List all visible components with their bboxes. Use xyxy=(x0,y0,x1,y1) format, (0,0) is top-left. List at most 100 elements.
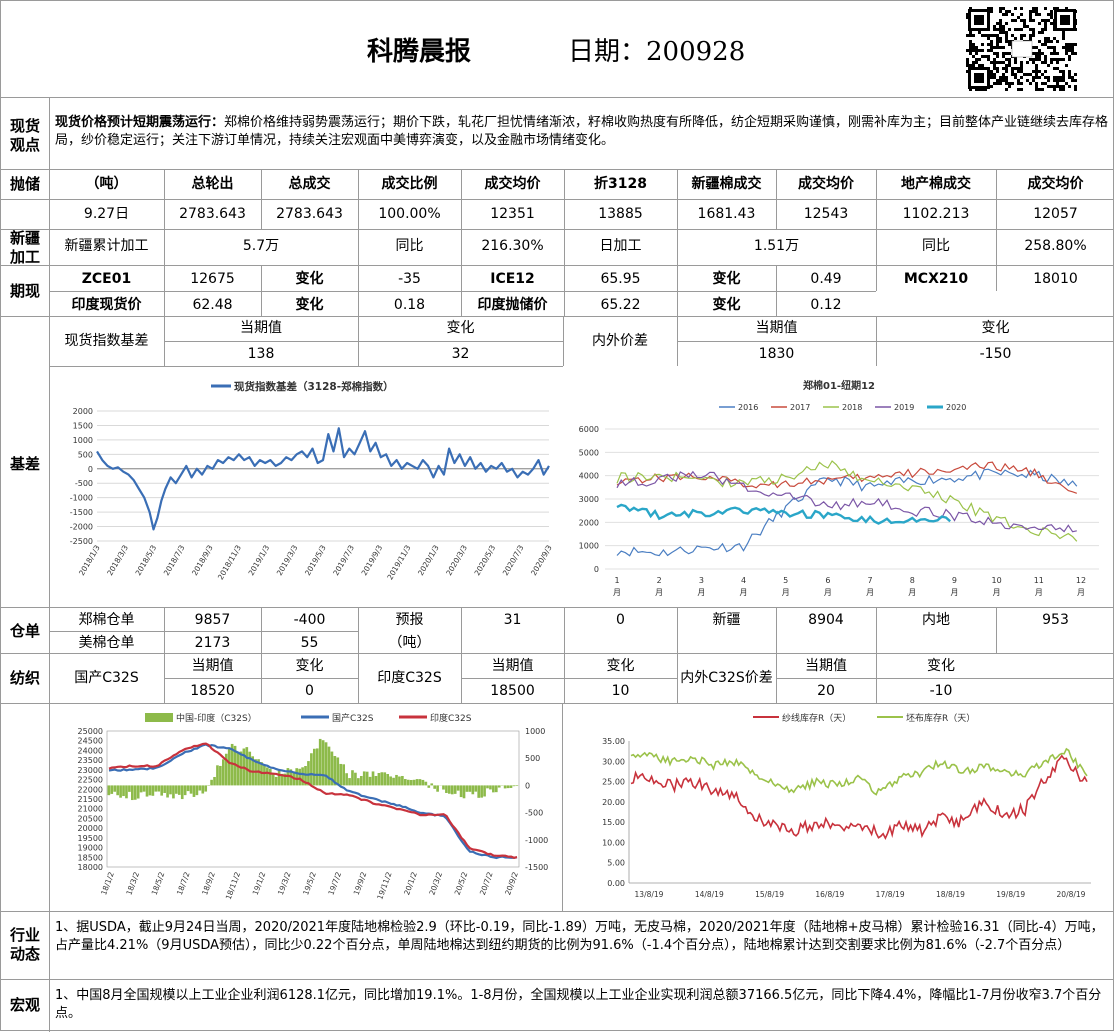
diff-bar xyxy=(237,753,240,786)
diff-bar xyxy=(474,785,477,791)
basis-chg-label: 变化 xyxy=(358,321,563,335)
x-tick-label: 2020/7/3 xyxy=(501,543,526,577)
wh-xj-value: 8904 xyxy=(776,613,876,627)
x-tick-label: 8 xyxy=(910,576,915,585)
diff-bar xyxy=(187,785,190,791)
x-tick-unit: 月 xyxy=(655,588,663,597)
diff-bar xyxy=(422,780,425,785)
x-tick-unit: 月 xyxy=(993,588,1001,597)
diff-bar xyxy=(401,776,404,785)
y-right-tick-label: 0 xyxy=(525,781,530,790)
diff-bar xyxy=(469,785,472,791)
xj-cum-value: 5.7万 xyxy=(164,239,358,253)
y-tick-label: 0 xyxy=(88,465,93,474)
diff-bar xyxy=(140,785,143,792)
basis-cur-label-2: 当期值 xyxy=(677,321,876,335)
yarn-price-chart: 2500024500240002350023000225002200021500… xyxy=(53,707,559,907)
y-right-tick-label: -1000 xyxy=(525,836,548,845)
y-tick-label: 10.00 xyxy=(602,838,625,847)
qr-code-icon xyxy=(966,7,1078,91)
x-tick-label: 2018/7/3 xyxy=(162,543,187,577)
y-left-tick-label: 24000 xyxy=(78,746,103,755)
diff-bar xyxy=(392,778,395,786)
diff-bar xyxy=(128,785,131,791)
diff-bar xyxy=(366,772,369,786)
section-textile-label: 纺织 xyxy=(1,669,49,688)
x-tick-label: 20/1/2 xyxy=(402,870,419,896)
basis-spot-index-label: 现货指数基差 xyxy=(49,334,164,348)
futures-row1-cell-0: ZCE01 xyxy=(49,272,164,286)
wh-forecast-change: 0 xyxy=(564,613,677,627)
diff-bar xyxy=(457,785,460,790)
diff-bar xyxy=(322,740,325,785)
series-line-2018 xyxy=(617,461,1077,541)
diff-bar xyxy=(336,757,339,785)
section-basis-label: 基差 xyxy=(1,455,49,474)
diff-bar xyxy=(507,785,510,788)
diff-bar xyxy=(416,779,419,785)
y-right-tick-label: -500 xyxy=(525,809,543,818)
y-tick-label: 5.00 xyxy=(607,859,625,868)
x-tick-label: 2018/3/3 xyxy=(105,543,130,577)
basis-spread-label: 内外价差 xyxy=(563,334,677,348)
x-tick-label: 2019/3/3 xyxy=(275,543,300,577)
basis-cur-label: 当期值 xyxy=(164,321,358,335)
x-tick-label: 14/8/19 xyxy=(695,890,724,899)
y-tick-label: 4000 xyxy=(579,472,599,481)
diff-bar xyxy=(389,776,392,785)
x-tick-label: 12 xyxy=(1076,576,1086,585)
x-tick-label: 20/7/2 xyxy=(478,870,495,896)
auction-header-cell-2: 总成交 xyxy=(261,177,358,191)
spot-basis-chart: 2000150010005000-500-1000-1500-2000-2500… xyxy=(53,373,559,603)
tx-cn-chg-label: 变化 xyxy=(261,659,358,673)
auction-data-cell-5: 13885 xyxy=(564,207,677,221)
y-tick-label: 6000 xyxy=(579,425,599,434)
legend-label: 现货指数基差（3128-郑棉指数） xyxy=(234,380,394,393)
fabric-inventory-line xyxy=(631,749,1087,795)
x-tick-label: 4 xyxy=(741,576,746,585)
legend-label-fabric: 坯布库存R（天） xyxy=(906,712,975,724)
futures-row2-cell-6: 变化 xyxy=(677,298,776,312)
y-left-tick-label: 24500 xyxy=(78,737,103,746)
diff-bar xyxy=(146,785,149,796)
y-left-tick-label: 19500 xyxy=(78,834,103,843)
x-tick-label: 2019/1/3 xyxy=(247,543,272,577)
diff-bar xyxy=(357,778,360,785)
diff-bar xyxy=(157,785,160,791)
diff-bar xyxy=(152,785,155,795)
diff-bar xyxy=(495,785,498,792)
diff-bar xyxy=(413,780,416,786)
y-tick-label: 1000 xyxy=(579,542,599,551)
futures-row1-cell-2: 变化 xyxy=(261,272,358,286)
basis-chg-value-2: -150 xyxy=(876,347,1114,361)
diff-bar xyxy=(134,785,137,799)
diff-bar xyxy=(471,785,474,794)
y-tick-label: 35.00 xyxy=(602,737,625,746)
x-tick-label: 19/5/2 xyxy=(301,870,318,896)
x-tick-label: 2019/5/3 xyxy=(303,543,328,577)
y-left-tick-label: 23000 xyxy=(78,766,103,775)
y-left-tick-label: 22500 xyxy=(78,776,103,785)
tx-cn-change: 0 xyxy=(261,684,358,698)
diff-bar xyxy=(196,785,199,795)
diff-bar xyxy=(345,773,348,785)
report-title: 科腾晨报 xyxy=(367,39,471,65)
diff-bar xyxy=(166,785,169,797)
diff-bar xyxy=(513,785,516,786)
diff-bar xyxy=(278,771,281,785)
diff-bar xyxy=(245,747,248,785)
y-right-tick-label: 1000 xyxy=(525,727,545,736)
futures-row1-cell-3: -35 xyxy=(358,272,461,286)
x-tick-label: 2018/1/3 xyxy=(77,543,102,577)
diff-bar xyxy=(378,773,381,785)
auction-data-cell-4: 12351 xyxy=(461,207,564,221)
x-tick-unit: 月 xyxy=(613,588,621,597)
y-tick-label: -2500 xyxy=(70,537,93,546)
x-tick-label: 20/5/2 xyxy=(453,870,470,896)
y-tick-label: 1000 xyxy=(73,436,93,445)
wh-us-change: 55 xyxy=(261,636,358,650)
macro-news-paragraph: 1、中国8月全国规模以上工业企业利润6128.1亿元，同比增加19.1%。1-8… xyxy=(55,987,1109,1023)
tx-diff-cur-label: 当期值 xyxy=(776,659,876,673)
tx-in-value: 18500 xyxy=(461,684,564,698)
x-tick-unit: 月 xyxy=(866,588,874,597)
